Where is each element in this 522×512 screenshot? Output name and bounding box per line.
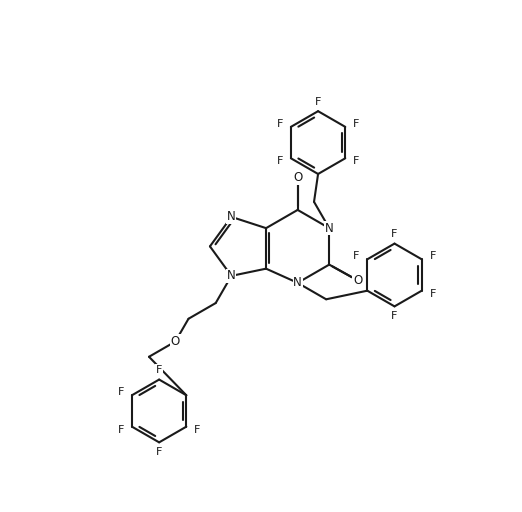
Text: F: F xyxy=(117,424,124,435)
Text: F: F xyxy=(315,97,321,106)
Text: F: F xyxy=(156,447,162,457)
Text: N: N xyxy=(227,269,236,283)
Text: O: O xyxy=(293,171,302,184)
Text: F: F xyxy=(117,387,124,397)
Text: F: F xyxy=(430,251,436,261)
Text: F: F xyxy=(392,311,398,321)
Text: N: N xyxy=(227,210,236,223)
Text: O: O xyxy=(171,335,180,348)
Text: F: F xyxy=(353,156,360,166)
Text: F: F xyxy=(194,424,200,435)
Text: F: F xyxy=(156,365,162,375)
Text: N: N xyxy=(293,276,302,289)
Text: F: F xyxy=(430,289,436,298)
Text: N: N xyxy=(325,222,334,234)
Text: F: F xyxy=(353,119,360,129)
Text: F: F xyxy=(277,156,283,166)
Text: F: F xyxy=(353,251,359,261)
Text: F: F xyxy=(277,119,283,129)
Text: O: O xyxy=(353,274,362,287)
Text: F: F xyxy=(392,229,398,239)
